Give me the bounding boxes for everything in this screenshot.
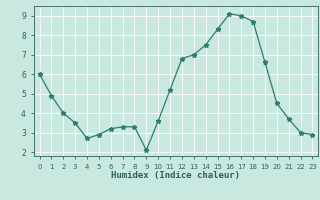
X-axis label: Humidex (Indice chaleur): Humidex (Indice chaleur) bbox=[111, 171, 241, 180]
